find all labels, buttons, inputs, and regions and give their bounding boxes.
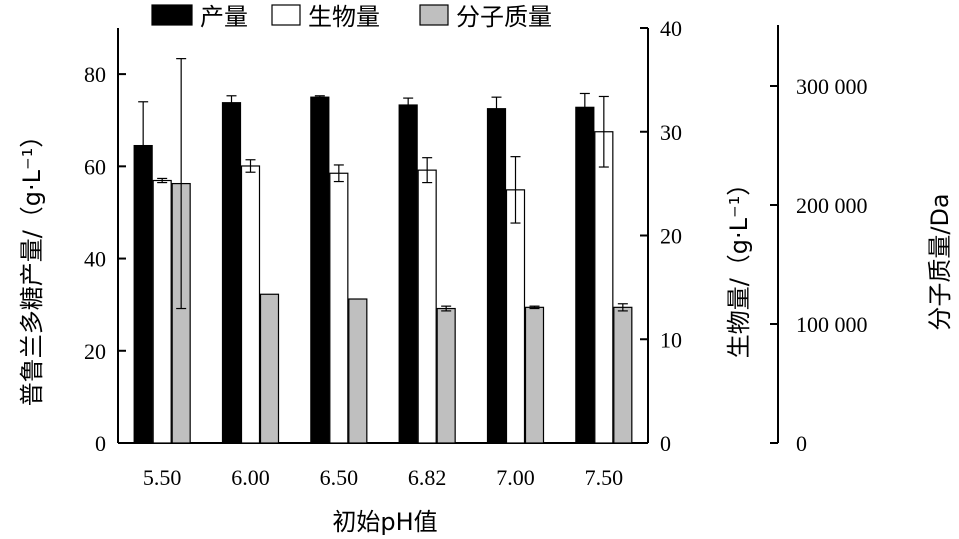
y-left-tick-label: 20 (84, 339, 106, 364)
bar-1 (575, 106, 595, 444)
x-tick-label: 7.50 (585, 465, 624, 490)
y-right1-tick-label: 20 (660, 224, 682, 249)
x-tick-label: 5.50 (143, 465, 182, 490)
bar-1 (310, 96, 330, 444)
y-right2-tick-label: 100 000 (796, 312, 868, 337)
bar-3 (613, 306, 633, 444)
y-left-tick-label: 40 (84, 247, 106, 272)
x-tick-label: 6.50 (320, 465, 359, 490)
axes: 0 20 40 60 80 0 10 20 30 40 0 100 000 200 000 300 000… (84, 16, 868, 490)
bar-2 (152, 179, 172, 444)
bar-2 (594, 131, 614, 444)
legend-swatch (419, 4, 449, 26)
y-left-tick-label: 60 (84, 154, 106, 179)
x-tick-label: 6.82 (408, 465, 447, 490)
legend-swatch (271, 4, 301, 26)
legend-label: 分子质量 (456, 3, 552, 31)
bar-1 (221, 102, 242, 444)
bars (133, 58, 633, 444)
legend-swatch (151, 4, 193, 26)
x-tick-label: 7.00 (496, 465, 535, 490)
bar-2 (329, 172, 349, 444)
y-right1-tick-label: 10 (660, 327, 682, 352)
y-right2-tick-label: 0 (796, 431, 807, 456)
y-axis-right1-title: 生物量/（g·L⁻¹） (725, 172, 753, 359)
bar-3 (259, 293, 280, 444)
y-left-tick-label: 80 (84, 62, 106, 87)
bar-1 (133, 144, 153, 444)
bar-3 (524, 306, 545, 444)
y-right2-tick-label: 200 000 (796, 193, 868, 218)
legend: 产量 生物量 分子质量 (151, 3, 552, 31)
y-left-tick-label: 0 (95, 431, 106, 456)
bar-2 (417, 169, 437, 444)
y-right1-tick-label: 40 (660, 16, 682, 41)
legend-label: 生物量 (308, 3, 380, 31)
y-right1-tick-label: 0 (660, 431, 671, 456)
y-axis-left-title: 普鲁兰多糖产量/（g·L⁻¹） (18, 124, 46, 407)
bar-2 (240, 165, 261, 444)
legend-label: 产量 (200, 3, 248, 31)
y-right1-tick-label: 30 (660, 120, 682, 145)
bar-2 (505, 189, 526, 444)
bar-3 (436, 307, 456, 444)
bar-1 (398, 104, 418, 444)
x-tick-label: 6.00 (231, 465, 270, 490)
bar-1 (486, 108, 507, 444)
y-right2-tick-label: 300 000 (796, 74, 868, 99)
y-axis-right2-title: 分子质量/Da (926, 193, 954, 330)
bar-3 (348, 298, 368, 444)
x-axis-title: 初始pH值 (332, 508, 437, 536)
